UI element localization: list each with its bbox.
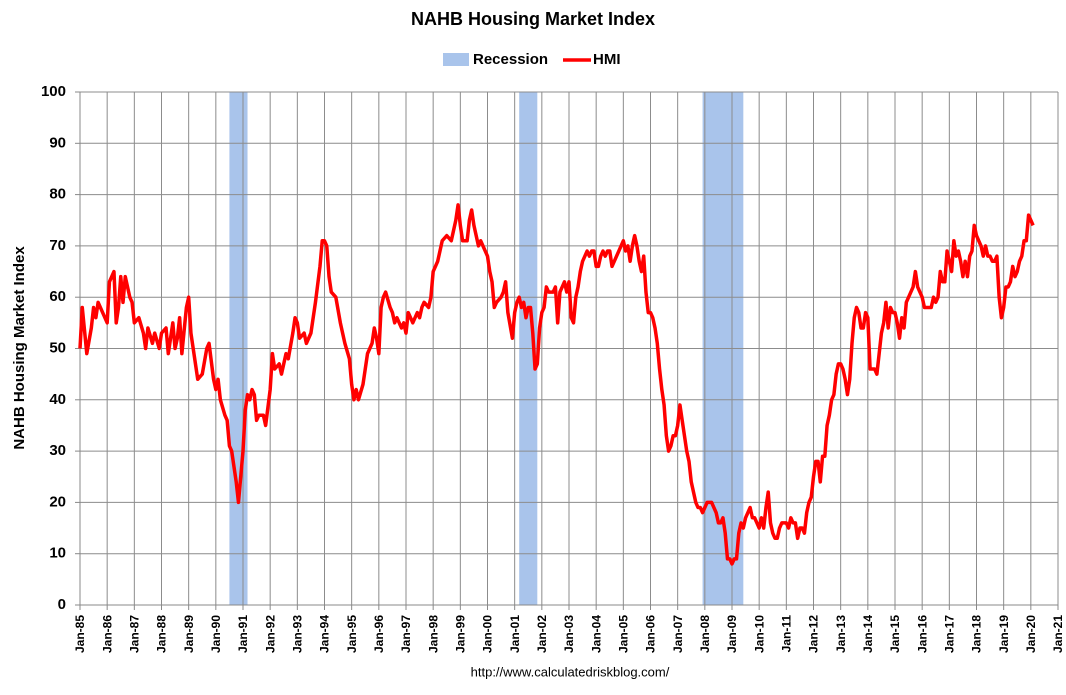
y-tick-label: 60 [49,288,66,305]
x-tick-label: Jan-92 [263,615,277,653]
x-tick-label: Jan-07 [671,615,685,653]
y-tick-label: 100 [41,83,66,100]
y-tick-label: 70 [49,237,66,254]
x-tick-label: Jan-86 [100,615,114,653]
x-tick-label: Jan-03 [562,615,576,653]
y-tick-label: 90 [49,134,66,151]
legend-swatch [443,53,469,66]
x-tick-label: Jan-18 [970,615,984,653]
x-tick-label: Jan-12 [807,615,821,653]
x-tick-label: Jan-06 [644,615,658,653]
x-tick-label: Jan-98 [426,615,440,653]
y-tick-label: 80 [49,186,66,203]
x-tick-label: Jan-19 [997,615,1011,653]
x-tick-label: Jan-14 [861,615,875,653]
x-tick-label: Jan-01 [508,615,522,653]
x-tick-label: Jan-90 [209,615,223,653]
x-tick-label: Jan-89 [182,615,196,653]
x-tick-label: Jan-15 [888,615,902,653]
x-tick-label: Jan-21 [1051,615,1065,653]
x-tick-label: Jan-95 [345,615,359,653]
y-tick-label: 20 [49,493,66,510]
legend-label: HMI [593,51,621,68]
x-tick-label: Jan-02 [535,615,549,653]
x-tick-label: Jan-99 [454,615,468,653]
y-tick-label: 50 [49,339,66,356]
x-tick-label: Jan-04 [589,615,603,653]
y-tick-label: 40 [49,391,66,408]
legend-label: Recession [473,51,548,68]
x-tick-label: Jan-97 [399,615,413,653]
x-tick-label: Jan-16 [915,615,929,653]
x-tick-label: Jan-17 [943,615,957,653]
x-tick-label: Jan-88 [155,615,169,653]
x-tick-label: Jan-05 [617,615,631,653]
y-tick-label: 10 [49,545,66,562]
y-axis-label: NAHB Housing Market Index [11,246,28,450]
chart-title: NAHB Housing Market Index [411,9,655,29]
x-tick-label: Jan-91 [236,615,250,653]
x-tick-label: Jan-94 [318,615,332,653]
x-tick-label: Jan-85 [73,615,87,653]
y-tick-label: 30 [49,442,66,459]
y-tick-label: 0 [58,596,66,613]
x-tick-label: Jan-87 [128,615,142,653]
line [78,203,1035,566]
x-tick-label: Jan-08 [698,615,712,653]
x-tick-label: Jan-96 [372,615,386,653]
x-tick-label: Jan-93 [291,615,305,653]
x-tick-label: Jan-20 [1024,615,1038,653]
source: http://www.calculatedriskblog.com/ [471,664,670,679]
x-tick-label: Jan-10 [752,615,766,653]
x-tick-label: Jan-11 [780,615,794,653]
x-tick-label: Jan-09 [725,615,739,653]
x-tick-label: Jan-13 [834,615,848,653]
x-tick-label: Jan-00 [481,615,495,653]
